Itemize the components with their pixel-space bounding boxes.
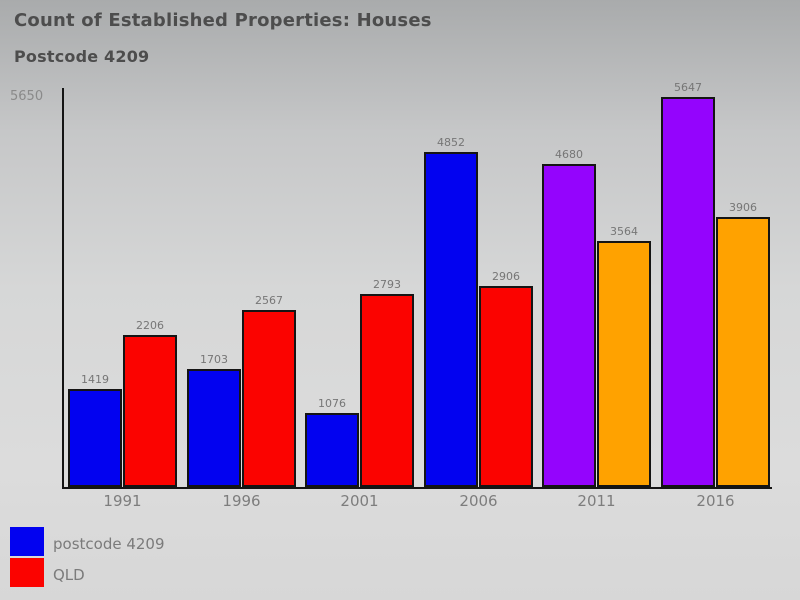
bar-2011-postcode-4209	[542, 164, 596, 487]
bar-2016-postcode-4209	[661, 97, 715, 487]
bar-1991-postcode-4209	[68, 389, 122, 487]
legend-label: QLD	[53, 566, 85, 584]
bar-2016-QLD	[716, 217, 770, 487]
chart-title: Count of Established Properties: Houses	[14, 10, 432, 31]
bar-value-label: 5647	[674, 81, 702, 94]
legend-swatch	[10, 558, 44, 587]
bar-value-label: 3564	[610, 225, 638, 238]
bar-2006-QLD	[479, 286, 533, 487]
legend-swatch	[10, 527, 44, 556]
x-axis-label-2016: 2016	[696, 492, 735, 510]
legend-item: QLD	[10, 558, 165, 587]
y-axis-max-label: 5650	[10, 89, 44, 104]
x-axis-label-1996: 1996	[222, 492, 261, 510]
bar-value-label: 1076	[318, 397, 346, 410]
bar-value-label: 2567	[255, 294, 283, 307]
bar-value-label: 1419	[81, 373, 109, 386]
bar-value-label: 3906	[729, 201, 757, 214]
legend-item: postcode 4209	[10, 527, 165, 556]
y-axis-line	[62, 88, 64, 489]
bar-value-label: 2206	[136, 319, 164, 332]
bar-value-label: 1703	[200, 353, 228, 366]
bar-1996-QLD	[242, 310, 296, 487]
x-axis-label-2001: 2001	[340, 492, 379, 510]
x-axis-line	[62, 487, 772, 489]
chart-subtitle: Postcode 4209	[14, 47, 150, 66]
x-axis-label-2006: 2006	[459, 492, 498, 510]
bar-1991-QLD	[123, 335, 177, 487]
bar-2001-postcode-4209	[305, 413, 359, 487]
bar-value-label: 2793	[373, 278, 401, 291]
bar-value-label: 4852	[437, 136, 465, 149]
bar-1996-postcode-4209	[187, 369, 241, 487]
legend-label: postcode 4209	[53, 535, 165, 553]
bar-2006-postcode-4209	[424, 152, 478, 487]
x-axis-label-1991: 1991	[103, 492, 142, 510]
bar-value-label: 4680	[555, 148, 583, 161]
bar-value-label: 2906	[492, 270, 520, 283]
bar-2011-QLD	[597, 241, 651, 487]
bar-2001-QLD	[360, 294, 414, 487]
x-axis-label-2011: 2011	[577, 492, 616, 510]
chart-legend: postcode 4209 QLD	[10, 527, 165, 589]
